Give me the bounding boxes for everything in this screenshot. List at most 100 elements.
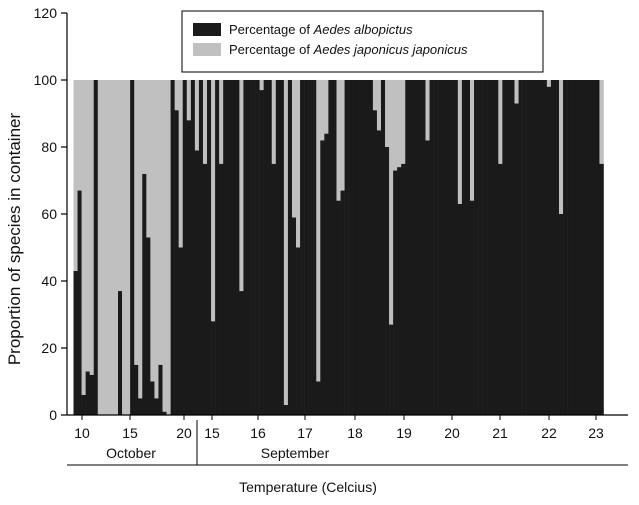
bar-japonicus bbox=[336, 80, 341, 201]
bar-japonicus bbox=[599, 80, 604, 164]
bar-albopictus bbox=[498, 163, 503, 415]
bar-japonicus bbox=[101, 80, 107, 415]
x-tick-label: 15 bbox=[204, 425, 220, 441]
bar-albopictus bbox=[433, 80, 438, 415]
bar-albopictus bbox=[356, 80, 362, 415]
bar-japonicus bbox=[219, 80, 224, 164]
bar-japonicus bbox=[89, 80, 95, 375]
x-tick-label: 21 bbox=[492, 425, 508, 441]
bar-albopictus bbox=[215, 80, 220, 415]
y-tick-label: 100 bbox=[34, 72, 58, 88]
y-tick-label: 60 bbox=[41, 206, 57, 222]
bar-albopictus bbox=[304, 80, 309, 415]
bar-albopictus bbox=[417, 80, 422, 415]
bar-albopictus bbox=[243, 80, 248, 415]
bar-albopictus bbox=[332, 80, 337, 415]
bar-albopictus bbox=[174, 110, 179, 416]
bar-albopictus bbox=[579, 80, 584, 415]
bar-albopictus bbox=[142, 173, 147, 415]
bar-albopictus bbox=[567, 80, 572, 415]
x-tick-label: 23 bbox=[588, 425, 604, 441]
bar-japonicus bbox=[178, 80, 184, 248]
bar-albopictus bbox=[538, 80, 544, 415]
bar-albopictus bbox=[368, 80, 374, 415]
x-tick-label: 19 bbox=[396, 425, 412, 441]
month-label-october: October bbox=[106, 445, 156, 461]
bar-japonicus bbox=[174, 80, 179, 111]
bar-albopictus bbox=[482, 80, 487, 415]
bar-albopictus bbox=[235, 80, 240, 415]
bar-albopictus bbox=[219, 163, 224, 415]
bar-albopictus bbox=[445, 80, 451, 415]
bar-japonicus bbox=[546, 80, 552, 87]
bar-japonicus bbox=[146, 80, 151, 238]
bar-albopictus bbox=[194, 150, 200, 415]
bar-albopictus bbox=[85, 371, 90, 415]
bar-japonicus bbox=[401, 80, 406, 164]
bar-japonicus bbox=[118, 80, 123, 292]
bar-japonicus bbox=[376, 80, 382, 131]
legend-swatch-japonicus bbox=[193, 43, 221, 56]
bar-albopictus bbox=[591, 80, 596, 415]
bar-japonicus bbox=[469, 80, 475, 201]
bar-japonicus bbox=[150, 80, 155, 382]
bar-albopictus bbox=[542, 80, 548, 415]
bar-japonicus bbox=[239, 80, 244, 292]
bar-albopictus bbox=[227, 80, 232, 415]
legend-species-japonicus: Aedes japonicus japonicus bbox=[313, 42, 468, 57]
bar-albopictus bbox=[247, 80, 252, 415]
bar-albopictus bbox=[328, 80, 333, 415]
bar-albopictus bbox=[271, 163, 277, 415]
bar-albopictus bbox=[465, 80, 471, 415]
x-tick-label: 18 bbox=[347, 425, 363, 441]
y-tick-label: 120 bbox=[34, 5, 58, 21]
bar-albopictus bbox=[340, 190, 345, 415]
x-tick-label: 10 bbox=[74, 425, 90, 441]
bar-japonicus bbox=[457, 80, 463, 204]
bar-japonicus bbox=[211, 80, 216, 322]
bar-albopictus bbox=[146, 237, 151, 415]
legend: Percentage of Aedes albopictus Percentag… bbox=[181, 10, 544, 73]
bar-albopictus bbox=[595, 80, 600, 415]
bar-albopictus bbox=[81, 394, 86, 415]
x-axis-label: Temperature (Celcius) bbox=[239, 479, 377, 495]
bar-albopictus bbox=[308, 80, 313, 415]
bar-albopictus bbox=[571, 80, 576, 415]
bar-albopictus bbox=[190, 80, 196, 415]
bar-albopictus bbox=[251, 80, 256, 415]
bar-albopictus bbox=[469, 200, 475, 415]
x-tick-label: 17 bbox=[297, 425, 313, 441]
bar-albopictus bbox=[154, 398, 159, 415]
bar-albopictus bbox=[385, 147, 390, 415]
x-tick-label: 16 bbox=[250, 425, 266, 441]
bar-albopictus bbox=[474, 80, 479, 415]
bar-albopictus bbox=[170, 80, 175, 415]
x-tick-label: 15 bbox=[122, 425, 138, 441]
bar-albopictus bbox=[89, 374, 95, 415]
bar-japonicus bbox=[162, 80, 167, 412]
y-axis-label: Proportion of species in container bbox=[5, 113, 24, 366]
bar-japonicus bbox=[498, 80, 503, 164]
bar-albopictus bbox=[364, 80, 370, 415]
bar-albopictus bbox=[182, 80, 188, 415]
y-ticks-layer: 0 20 40 60 80 100 120 bbox=[34, 5, 67, 423]
bar-albopictus bbox=[231, 80, 236, 415]
bar-albopictus bbox=[223, 80, 228, 415]
bar-albopictus bbox=[554, 80, 560, 415]
bar-albopictus bbox=[178, 247, 184, 415]
bar-japonicus bbox=[389, 80, 394, 325]
bar-japonicus bbox=[397, 80, 402, 168]
bar-japonicus bbox=[320, 80, 325, 141]
bar-albopictus bbox=[401, 163, 406, 415]
bar-albopictus bbox=[275, 80, 281, 415]
bar-albopictus bbox=[599, 163, 604, 415]
bar-japonicus bbox=[122, 80, 127, 415]
bar-albopictus bbox=[514, 103, 519, 415]
legend-swatch-albopictus bbox=[193, 23, 221, 36]
bar-albopictus bbox=[207, 80, 212, 415]
bar-albopictus bbox=[130, 80, 135, 415]
bar-japonicus bbox=[166, 80, 171, 415]
bar-albopictus bbox=[534, 80, 540, 415]
